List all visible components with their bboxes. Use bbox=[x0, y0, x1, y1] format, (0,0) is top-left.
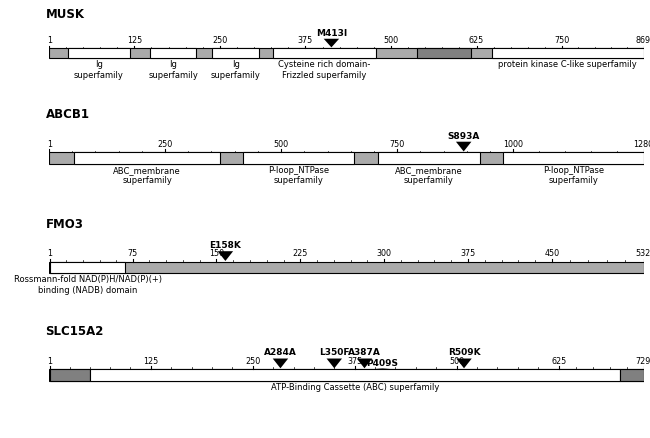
Text: 250: 250 bbox=[213, 36, 228, 45]
Text: 1280: 1280 bbox=[634, 140, 650, 149]
Bar bbox=[492, 48, 644, 58]
Text: A387A: A387A bbox=[348, 348, 381, 357]
Polygon shape bbox=[324, 39, 339, 47]
Text: S893A: S893A bbox=[447, 131, 480, 141]
Text: 1: 1 bbox=[47, 140, 52, 149]
Text: E158K: E158K bbox=[209, 241, 241, 250]
Text: 375: 375 bbox=[460, 249, 476, 258]
Bar bbox=[620, 369, 644, 381]
Text: 532: 532 bbox=[636, 249, 650, 258]
Bar bbox=[212, 48, 259, 58]
Text: Rossmann-fold NAD(P)H/NAD(P)(+)
binding (NADB) domain: Rossmann-fold NAD(P)H/NAD(P)(+) binding … bbox=[14, 276, 162, 295]
Text: Cysteine rich domain-
Frizzled superfamily: Cysteine rich domain- Frizzled superfami… bbox=[278, 60, 370, 80]
Bar bbox=[378, 152, 480, 164]
Text: protein kinase C-like superfamily: protein kinase C-like superfamily bbox=[498, 60, 637, 69]
Text: 375: 375 bbox=[347, 357, 362, 366]
Bar bbox=[49, 369, 644, 381]
Text: 625: 625 bbox=[469, 36, 484, 45]
Text: 500: 500 bbox=[384, 36, 398, 45]
Bar bbox=[273, 48, 376, 58]
Text: 869: 869 bbox=[636, 36, 650, 45]
Polygon shape bbox=[357, 359, 372, 368]
Text: ABC_membrane
superfamily: ABC_membrane superfamily bbox=[395, 166, 463, 185]
Text: P-loop_NTPase
superfamily: P-loop_NTPase superfamily bbox=[268, 166, 330, 185]
Text: 250: 250 bbox=[157, 140, 172, 149]
Polygon shape bbox=[273, 359, 288, 368]
Bar bbox=[90, 369, 620, 381]
Bar bbox=[150, 48, 196, 58]
Text: 1: 1 bbox=[47, 249, 53, 258]
Bar bbox=[50, 261, 125, 273]
Text: 225: 225 bbox=[292, 249, 308, 258]
Text: M413I: M413I bbox=[316, 29, 347, 38]
Text: Ig
superfamily: Ig superfamily bbox=[148, 60, 198, 80]
Text: 125: 125 bbox=[127, 36, 142, 45]
Text: 750: 750 bbox=[554, 36, 569, 45]
Text: ATP-Binding Cassette (ABC) superfamily: ATP-Binding Cassette (ABC) superfamily bbox=[270, 383, 439, 392]
Bar bbox=[68, 48, 129, 58]
Text: MUSK: MUSK bbox=[46, 7, 84, 21]
Text: Ig
superfamily: Ig superfamily bbox=[73, 60, 124, 80]
Text: 250: 250 bbox=[245, 357, 261, 366]
Text: 1: 1 bbox=[47, 357, 52, 366]
Text: 1000: 1000 bbox=[503, 140, 523, 149]
Polygon shape bbox=[456, 142, 471, 152]
Text: 500: 500 bbox=[449, 357, 464, 366]
Text: A284A: A284A bbox=[264, 348, 297, 357]
Bar bbox=[417, 48, 471, 58]
Polygon shape bbox=[218, 251, 233, 261]
Text: Ig
superfamily: Ig superfamily bbox=[211, 60, 261, 80]
Polygon shape bbox=[326, 359, 342, 368]
Text: P409S: P409S bbox=[367, 359, 398, 368]
Bar bbox=[49, 369, 90, 381]
Polygon shape bbox=[456, 359, 472, 368]
Text: 450: 450 bbox=[544, 249, 560, 258]
Text: ABC_membrane
superfamily: ABC_membrane superfamily bbox=[113, 166, 181, 185]
Bar bbox=[243, 152, 354, 164]
Text: ABCB1: ABCB1 bbox=[46, 108, 90, 121]
Polygon shape bbox=[374, 368, 390, 369]
Text: 300: 300 bbox=[376, 249, 392, 258]
Text: 500: 500 bbox=[274, 140, 289, 149]
Text: 729: 729 bbox=[636, 357, 650, 366]
Bar bbox=[503, 152, 644, 164]
Text: 75: 75 bbox=[127, 249, 138, 258]
Bar bbox=[49, 261, 644, 273]
Bar bbox=[49, 152, 644, 164]
Text: R509K: R509K bbox=[448, 348, 480, 357]
Text: 375: 375 bbox=[298, 36, 313, 45]
Text: P-loop_NTPase
superfamily: P-loop_NTPase superfamily bbox=[543, 166, 604, 185]
Text: FMO3: FMO3 bbox=[46, 218, 83, 231]
Text: L350F: L350F bbox=[319, 348, 350, 357]
Text: 625: 625 bbox=[551, 357, 566, 366]
Text: 125: 125 bbox=[143, 357, 159, 366]
Text: 750: 750 bbox=[389, 140, 405, 149]
Text: SLC15A2: SLC15A2 bbox=[46, 325, 104, 338]
Text: 1: 1 bbox=[47, 36, 52, 45]
Text: 150: 150 bbox=[209, 249, 224, 258]
Bar bbox=[49, 48, 644, 58]
Bar bbox=[74, 152, 220, 164]
